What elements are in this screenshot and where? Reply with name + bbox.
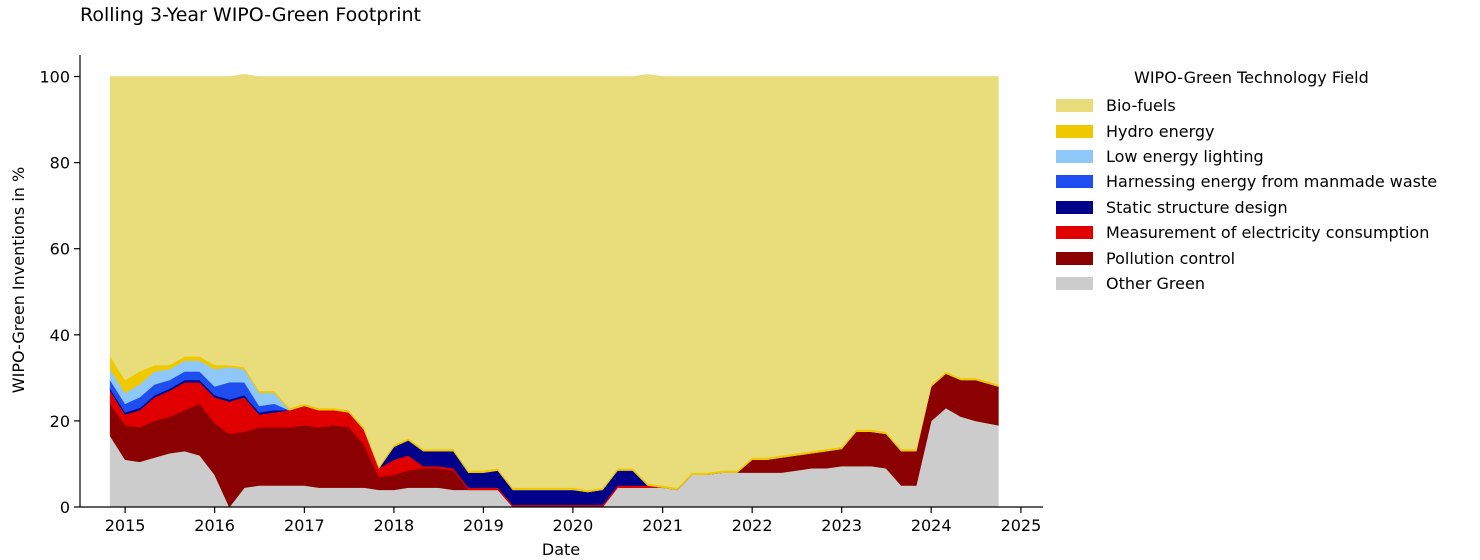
y-tick-label: 0 (60, 498, 70, 517)
legend-item: Measurement of electricity consumption (1056, 220, 1476, 245)
x-tick-label: 2016 (194, 516, 235, 535)
legend-item: Hydro energy (1056, 118, 1476, 143)
axes: 0 20 40 60 80 100 2015 2016 2017 2018 2019 2020 2021… (39, 55, 1043, 535)
legend-swatch (1056, 149, 1093, 163)
legend-label: Harnessing energy from manmade waste (1106, 172, 1438, 192)
y-tick-label: 80 (50, 154, 70, 173)
x-tick-label: 2015 (105, 516, 146, 535)
legend-swatch (1056, 124, 1093, 138)
x-tick-label: 2025 (1001, 516, 1042, 535)
y-axis-label: WIPO-Green Inventions in % (9, 167, 28, 393)
legend-item: Low energy lighting (1056, 144, 1476, 169)
y-tick-label: 60 (50, 240, 70, 259)
legend-item: Pollution control (1056, 245, 1476, 270)
legend-label: Static structure design (1106, 197, 1288, 217)
legend-label: Bio-fuels (1106, 96, 1176, 116)
legend-swatch (1056, 99, 1093, 113)
area-series-bio-fuels (109, 74, 999, 491)
legend-label: Pollution control (1106, 248, 1236, 268)
y-tick-label: 20 (50, 412, 70, 431)
legend-item: Bio-fuels (1056, 93, 1476, 118)
legend-swatch (1056, 226, 1093, 240)
legend-swatch (1056, 200, 1093, 214)
x-tick-label: 2024 (911, 516, 952, 535)
legend-swatch (1056, 175, 1093, 189)
x-tick-label: 2018 (374, 516, 415, 535)
legend-swatch (1056, 276, 1093, 290)
y-tick-label: 40 (50, 326, 70, 345)
legend: WIPO-Green Technology Field Bio-fuels Hyd… (1056, 68, 1476, 296)
x-tick-label: 2019 (463, 516, 504, 535)
legend-label: Measurement of electricity consumption (1106, 223, 1430, 243)
legend-swatch (1056, 251, 1093, 265)
x-tick-label: 2022 (732, 516, 773, 535)
x-tick-label: 2020 (553, 516, 594, 535)
legend-label: Low energy lighting (1106, 146, 1264, 166)
x-axis-label: Date (542, 540, 580, 559)
x-tick-label: 2021 (642, 516, 683, 535)
y-tick-label: 100 (39, 68, 70, 87)
x-tick-label: 2023 (821, 516, 862, 535)
legend-label: Hydro energy (1106, 121, 1215, 141)
legend-item: Harnessing energy from manmade waste (1056, 169, 1476, 194)
x-tick-label: 2017 (284, 516, 325, 535)
chart-title: Rolling 3-Year WIPO-Green Footprint (80, 4, 421, 26)
legend-title: WIPO-Green Technology Field (1134, 68, 1369, 87)
legend-label: Other Green (1106, 273, 1205, 293)
stacked-areas (109, 74, 999, 508)
legend-item: Static structure design (1056, 195, 1476, 220)
legend-item: Other Green (1056, 271, 1476, 296)
legend-items: Bio-fuels Hydro energy Low energy lighting… (1056, 93, 1476, 296)
